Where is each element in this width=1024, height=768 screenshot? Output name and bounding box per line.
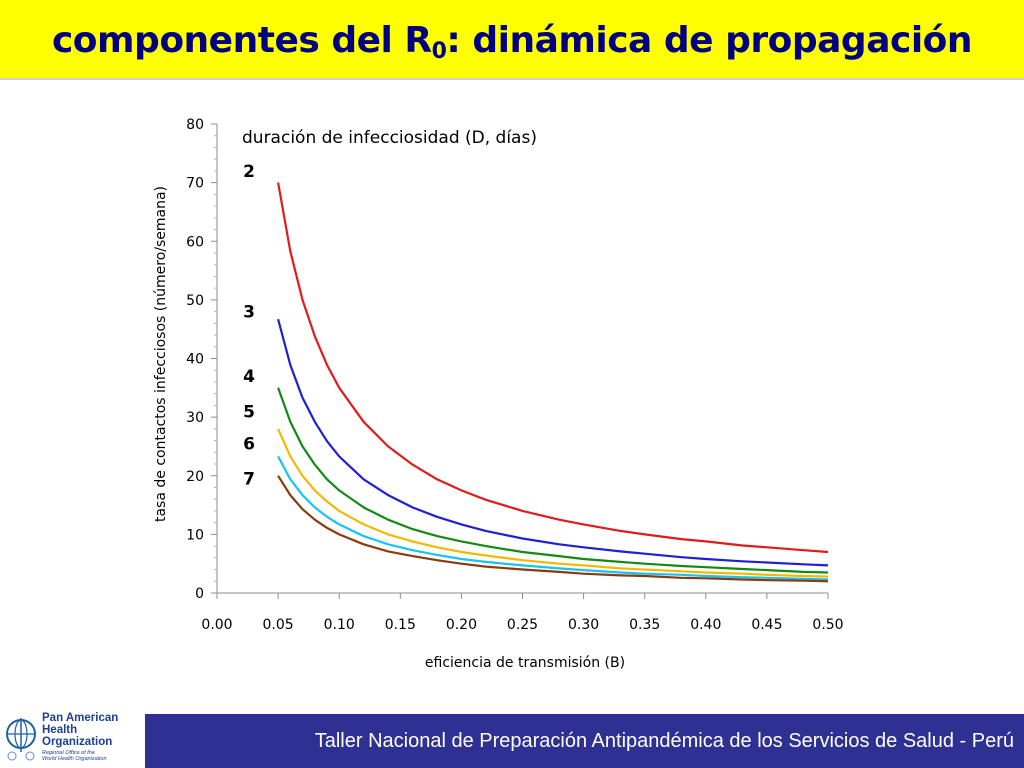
slide-header: componentes del R0: dinámica de propagac…	[0, 0, 1024, 78]
series-line-D6	[277, 455, 829, 581]
x-tick-label: 0.00	[201, 617, 232, 633]
org-name-line: Health	[42, 724, 78, 736]
paho-logo: Pan American Health Organization Regiona…	[4, 710, 144, 766]
series-line-D5	[277, 428, 829, 578]
x-tick-label: 0.50	[812, 617, 843, 633]
org-subtitle-line: World Health Organization	[42, 756, 107, 762]
org-name-line: Organization	[42, 736, 113, 748]
x-tick-label: 0.45	[751, 617, 782, 633]
title-main-text: componentes del R	[51, 20, 432, 61]
title-subscript: 0	[431, 39, 447, 64]
legend-title: duración de infecciosidad (D, días)	[242, 128, 537, 148]
y-tick-label: 40	[186, 352, 204, 368]
series-line-D4	[277, 387, 829, 574]
x-tick-label: 0.05	[263, 617, 294, 633]
series-label: 5	[243, 402, 255, 422]
x-tick-label: 0.15	[385, 617, 416, 633]
series-label: 3	[243, 303, 255, 323]
series-label: 6	[243, 435, 255, 455]
x-tick-label: 0.35	[629, 617, 660, 633]
x-tick-label: 0.25	[507, 617, 538, 633]
series-label: 7	[243, 470, 255, 490]
y-tick-label: 50	[186, 293, 204, 309]
globe-emblem-icon	[6, 718, 36, 761]
series-line-D3	[277, 318, 829, 567]
slide-title: componentes del R0: dinámica de propagac…	[0, 20, 1024, 64]
org-subtitle: Regional Office of the World Health Orga…	[42, 750, 107, 762]
y-axis-label: tasa de contactos infecciosos (número/se…	[153, 186, 169, 522]
x-tick-label: 0.30	[568, 617, 599, 633]
y-tick-label: 30	[186, 410, 204, 426]
org-name: Pan American Health Organization	[42, 712, 118, 748]
x-tick-label: 0.40	[690, 617, 721, 633]
x-tick-label: 0.10	[324, 617, 355, 633]
y-tick-label: 0	[195, 586, 204, 602]
chart-series-labels: 2 3 4 5 6 7	[243, 162, 255, 490]
chart-series-lines	[277, 182, 829, 583]
y-tick-label: 10	[186, 527, 204, 543]
y-tick-label: 70	[186, 176, 204, 192]
chart-axes	[216, 124, 828, 594]
footer: Pan American Health Organization Regiona…	[0, 706, 1024, 768]
org-name-line: Pan American	[42, 712, 119, 724]
footer-banner: Taller Nacional de Preparación Antipandé…	[145, 714, 1024, 768]
chart: 0 10 20 30 40 50 60 70 80 0.00 0.05 0.10 0.15 0.20 0.2…	[153, 117, 844, 671]
series-label: 4	[243, 367, 255, 387]
header-divider	[0, 78, 1024, 80]
series-label: 2	[243, 162, 255, 182]
chart-ticks: 0 10 20 30 40 50 60 70 80 0.00 0.05 0.10 0.15 0.20 0.2…	[186, 117, 843, 633]
series-line-D7	[277, 475, 829, 583]
org-subtitle-line: Regional Office of the	[42, 750, 95, 756]
title-rest-text: : dinámica de propagación	[446, 20, 973, 61]
y-tick-label: 80	[186, 117, 204, 133]
y-tick-label: 20	[186, 469, 204, 485]
y-tick-label: 60	[186, 234, 204, 250]
series-line-D2	[277, 182, 829, 554]
x-tick-label: 0.20	[446, 617, 477, 633]
footer-banner-text: Taller Nacional de Preparación Antipandé…	[314, 730, 1014, 752]
x-axis-label: eficiencia de transmisión (B)	[425, 655, 625, 671]
